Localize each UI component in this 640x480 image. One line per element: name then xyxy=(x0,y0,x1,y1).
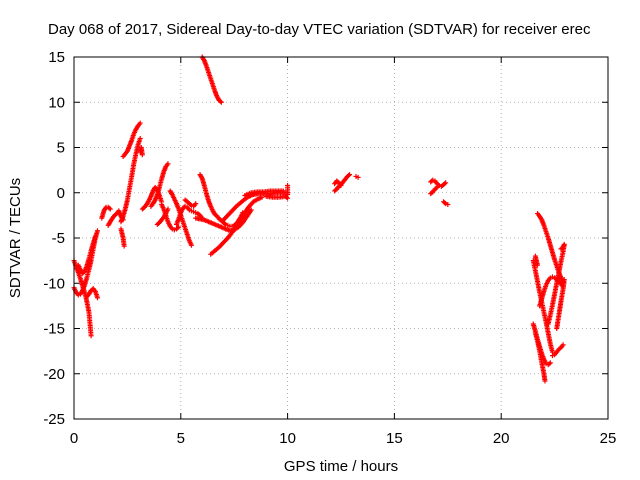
y-tick-label: -25 xyxy=(43,411,65,428)
data-point xyxy=(88,333,94,339)
y-tick-label: -20 xyxy=(43,366,65,383)
data-point xyxy=(285,192,291,198)
data-point xyxy=(434,184,440,190)
grid xyxy=(74,57,608,419)
data-point xyxy=(176,224,182,230)
plot-frame xyxy=(73,56,609,420)
data-point xyxy=(561,241,567,247)
x-tick-label: 20 xyxy=(493,430,510,447)
data-point xyxy=(547,360,553,366)
data-point xyxy=(92,233,98,239)
data-point xyxy=(218,99,224,105)
data-point xyxy=(280,188,286,194)
data-point xyxy=(248,207,254,213)
data-point xyxy=(355,174,361,180)
data-point xyxy=(338,183,344,189)
data-point xyxy=(188,242,194,248)
x-tick-label: 0 xyxy=(70,430,78,447)
data-point xyxy=(165,161,171,167)
x-tick-label: 25 xyxy=(600,430,617,447)
data-point xyxy=(542,378,548,384)
x-tick-label: 5 xyxy=(177,430,185,447)
x-tick-label: 15 xyxy=(386,430,403,447)
data-series xyxy=(71,54,567,384)
data-point xyxy=(193,201,199,207)
y-tick-label: 15 xyxy=(48,49,65,66)
data-point xyxy=(445,202,451,208)
data-point xyxy=(284,194,290,200)
y-axis-label: SDTVAR / TECUs xyxy=(7,178,24,298)
y-tick-label: 10 xyxy=(48,94,65,111)
data-point xyxy=(137,120,143,126)
data-point xyxy=(165,206,171,212)
axis-ticks: 0 5 10 15 20 25 -25 -20 -15 -10 -5 0 5 10 15 xyxy=(43,49,616,447)
data-point xyxy=(137,135,143,141)
data-point xyxy=(106,205,112,211)
x-tick-label: 10 xyxy=(279,430,296,447)
data-point xyxy=(347,172,353,178)
data-point xyxy=(561,277,567,283)
y-tick-label: -5 xyxy=(52,230,65,247)
chart-title: Day 068 of 2017, Sidereal Day-to-day VTE… xyxy=(48,21,591,38)
data-point xyxy=(121,243,127,249)
y-tick-label: -10 xyxy=(43,275,65,292)
data-point xyxy=(443,180,449,186)
data-point xyxy=(139,152,145,158)
y-tick-label: 0 xyxy=(57,185,65,202)
y-tick-label: 5 xyxy=(57,140,65,157)
y-tick-label: -15 xyxy=(43,321,65,338)
data-point xyxy=(94,228,100,234)
data-point xyxy=(535,262,541,268)
x-axis-label: GPS time / hours xyxy=(284,458,398,475)
data-point xyxy=(107,206,113,212)
data-point xyxy=(560,342,566,348)
data-point xyxy=(94,295,100,301)
